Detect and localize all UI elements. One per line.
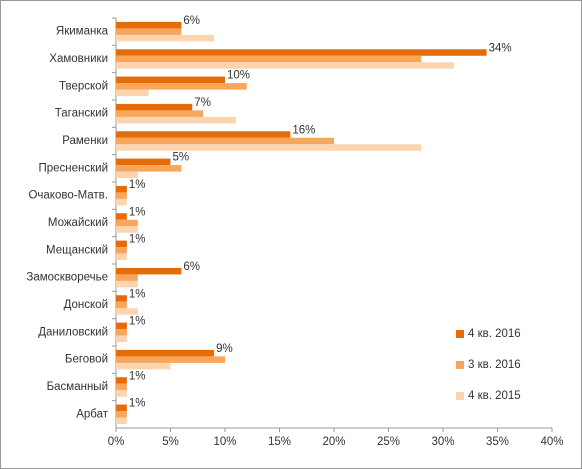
bar (116, 301, 127, 309)
y-tick-label: Даниловский (38, 326, 108, 338)
bar (116, 137, 334, 145)
x-tick-label: 10% (213, 436, 236, 448)
bar (116, 240, 127, 248)
bar (116, 308, 138, 315)
bar (116, 213, 127, 220)
x-tick-label: 0% (108, 436, 125, 448)
data-label: 1% (129, 370, 146, 382)
legend-swatch (456, 392, 464, 400)
legend-label: 4 кв. 2016 (468, 328, 521, 340)
y-tick-label: Пресненский (38, 162, 108, 174)
y-tick-label: Беговой (65, 354, 108, 366)
y-tick-label: Мещанский (46, 244, 108, 256)
data-label: 5% (173, 152, 190, 164)
legend-label: 4 кв. 2015 (468, 390, 521, 402)
bar (116, 89, 149, 97)
bar (116, 247, 127, 254)
bar (116, 83, 247, 90)
x-tick-label: 40% (540, 436, 563, 448)
bar (116, 76, 225, 84)
y-tick-label: Таганский (55, 108, 108, 120)
x-tick-label: 35% (486, 436, 509, 448)
y-tick-label: Арбат (76, 408, 109, 420)
data-label: 1% (129, 206, 146, 218)
y-tick-label: Тверской (59, 80, 108, 92)
bar (116, 62, 454, 69)
data-label: 1% (129, 179, 146, 191)
data-label: 16% (292, 124, 315, 136)
x-tick-label: 15% (268, 436, 291, 448)
bar (116, 267, 182, 275)
bar (116, 144, 422, 151)
y-tick-label: Хамовники (49, 53, 108, 65)
x-tick-label: 20% (322, 436, 345, 448)
bar (116, 165, 182, 172)
data-label: 34% (489, 42, 512, 54)
data-label: 6% (183, 261, 200, 273)
bar (116, 335, 127, 343)
data-label: 7% (194, 97, 211, 109)
bar (116, 131, 291, 138)
bar (116, 253, 127, 261)
legend-swatch (456, 330, 464, 338)
bar (116, 404, 127, 412)
legend-label: 3 кв. 2016 (468, 359, 521, 371)
y-tick-label: Замоскворечье (26, 272, 108, 284)
data-label: 6% (183, 15, 200, 27)
bar (116, 349, 215, 357)
y-tick-label: Басманный (47, 381, 108, 393)
y-tick-label: Якиманка (56, 26, 109, 38)
y-tick-label: Донской (64, 299, 108, 311)
data-label: 1% (129, 234, 146, 246)
bar (116, 192, 127, 199)
bar (116, 322, 127, 330)
y-tick-label: Можайский (48, 217, 108, 229)
y-tick-label: Раменки (62, 135, 108, 147)
bar (116, 185, 127, 193)
bar (116, 158, 171, 166)
bar (116, 110, 204, 117)
bar (116, 55, 422, 63)
bar (116, 383, 127, 391)
bar (116, 171, 138, 179)
bar (116, 49, 487, 56)
bar (116, 390, 127, 397)
x-tick-label: 30% (431, 436, 454, 448)
bar (116, 377, 127, 384)
x-tick-label: 25% (377, 436, 400, 448)
bar (116, 356, 225, 363)
bar (116, 329, 127, 336)
data-label: 1% (129, 316, 146, 328)
data-label: 10% (227, 70, 250, 82)
bar (116, 34, 215, 42)
bar (116, 103, 193, 111)
y-tick-label: Очаково-Матв. (28, 190, 108, 202)
data-label: 1% (129, 288, 146, 300)
bar (116, 295, 127, 302)
bar (116, 417, 127, 425)
bar (116, 226, 138, 233)
bar (116, 362, 171, 370)
bar (116, 274, 138, 281)
data-label: 1% (129, 398, 146, 410)
bar (116, 116, 236, 124)
bar (116, 411, 127, 418)
bar (116, 21, 182, 29)
legend-swatch (456, 361, 464, 369)
bar (116, 28, 182, 35)
data-label: 9% (216, 343, 233, 355)
bar (116, 219, 138, 227)
bar (116, 198, 127, 206)
x-tick-label: 5% (162, 436, 179, 448)
bar (116, 280, 138, 288)
